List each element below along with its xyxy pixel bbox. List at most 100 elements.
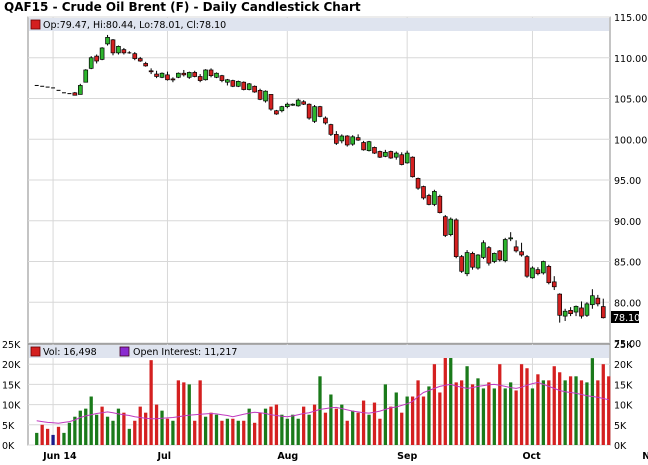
- candle-body: [170, 78, 176, 81]
- volume-bar: [116, 408, 121, 445]
- candle-body: [279, 106, 285, 112]
- candle-body: [295, 99, 301, 107]
- volume-bar: [214, 414, 219, 445]
- candle: [285, 102, 290, 109]
- candle: [235, 80, 241, 88]
- volume-bar: [476, 378, 480, 445]
- candle: [301, 100, 306, 106]
- candle-body: [432, 191, 437, 205]
- volume-bar: [541, 380, 545, 445]
- candle: [513, 240, 519, 253]
- candle: [246, 83, 252, 91]
- candle: [448, 217, 454, 237]
- volume-bar: [302, 406, 306, 445]
- candle-body: [137, 58, 143, 62]
- volume-bar: [198, 380, 202, 445]
- volume-tick-label-right: 20K: [614, 360, 633, 371]
- volume-bar: [263, 408, 268, 445]
- candle-body: [372, 147, 377, 154]
- candle: [197, 74, 203, 83]
- volume-bar: [182, 382, 186, 445]
- volume-bar: [389, 406, 393, 445]
- candle: [453, 218, 459, 259]
- price-tick-label: 75.00: [614, 339, 641, 350]
- candles: [34, 34, 606, 323]
- candle-body: [116, 45, 121, 54]
- volume-bar: [400, 412, 404, 445]
- volume-bar: [519, 364, 524, 445]
- candle: [192, 70, 198, 78]
- volume-legend-bg: [29, 345, 609, 358]
- candle: [323, 116, 328, 125]
- volume-bar: [231, 418, 235, 445]
- candle: [355, 134, 361, 141]
- price-legend-swatch: [30, 19, 41, 30]
- candle-body: [519, 251, 524, 256]
- candle: [546, 264, 552, 285]
- candle-body: [404, 152, 410, 164]
- volume-bar: [252, 422, 257, 445]
- candle-body: [257, 89, 263, 100]
- candle-body: [399, 154, 405, 165]
- volume-bar: [247, 408, 251, 445]
- volume-bar: [269, 406, 273, 445]
- candle-body: [241, 81, 247, 90]
- volume-bar: [312, 404, 317, 445]
- x-tick-label: Nov: [642, 451, 648, 462]
- candle: [481, 240, 486, 260]
- volume-bars: [35, 352, 611, 445]
- x-tick-label: Oct: [522, 451, 541, 462]
- candle: [600, 298, 606, 319]
- candle-body: [459, 256, 464, 272]
- candle-body: [186, 72, 192, 78]
- candle-body: [110, 39, 116, 54]
- volume-bar: [160, 410, 164, 445]
- candle-body: [573, 305, 579, 313]
- price-grid: [28, 16, 610, 344]
- price-tick-label: 90.00: [614, 217, 641, 228]
- candle-body: [285, 103, 290, 108]
- volume-bar: [470, 384, 475, 445]
- price-tick-label: 115.00: [614, 13, 647, 24]
- volume-bar: [220, 420, 224, 445]
- candle: [105, 34, 110, 46]
- candle-body: [502, 239, 508, 262]
- candle: [372, 146, 377, 154]
- candle: [437, 194, 443, 214]
- candle-body: [497, 250, 503, 261]
- candle: [388, 150, 394, 159]
- candle: [312, 105, 317, 123]
- volume-tick-label-right: 5K: [614, 421, 627, 432]
- candle: [497, 250, 503, 262]
- candle-body: [377, 151, 383, 158]
- candle-body: [148, 70, 154, 73]
- candle: [83, 69, 89, 83]
- candle: [241, 81, 247, 91]
- price-tick-label: 80.00: [614, 298, 641, 309]
- volume-y-axis: 25K 25K 20K 20K 15K 15K 10K 10K 5K 5K 0K 0K: [2, 340, 633, 452]
- candle-body: [361, 142, 366, 151]
- candle: [464, 250, 470, 277]
- volume-bar: [514, 390, 518, 445]
- candle-body: [176, 72, 181, 78]
- volume-bar: [318, 376, 322, 445]
- candle: [225, 78, 230, 86]
- volume-bar: [443, 352, 447, 445]
- vol-legend-text: Vol: 16,498: [43, 347, 97, 358]
- volume-bar: [285, 418, 289, 445]
- x-tick-label: Jun 14: [42, 451, 77, 462]
- x-tick-label: Jul: [156, 451, 171, 462]
- candle: [72, 91, 78, 96]
- volume-bar: [503, 388, 507, 445]
- candle-body: [143, 63, 148, 67]
- candle-body: [508, 237, 513, 240]
- candle: [230, 79, 236, 88]
- candle: [328, 123, 334, 136]
- volume-bar: [100, 406, 104, 445]
- volume-bar: [307, 414, 311, 445]
- volume-bar: [165, 418, 170, 445]
- candle: [366, 140, 372, 152]
- volume-bar: [296, 418, 300, 445]
- candle: [557, 293, 563, 323]
- price-tick-label: 105.00: [614, 95, 647, 106]
